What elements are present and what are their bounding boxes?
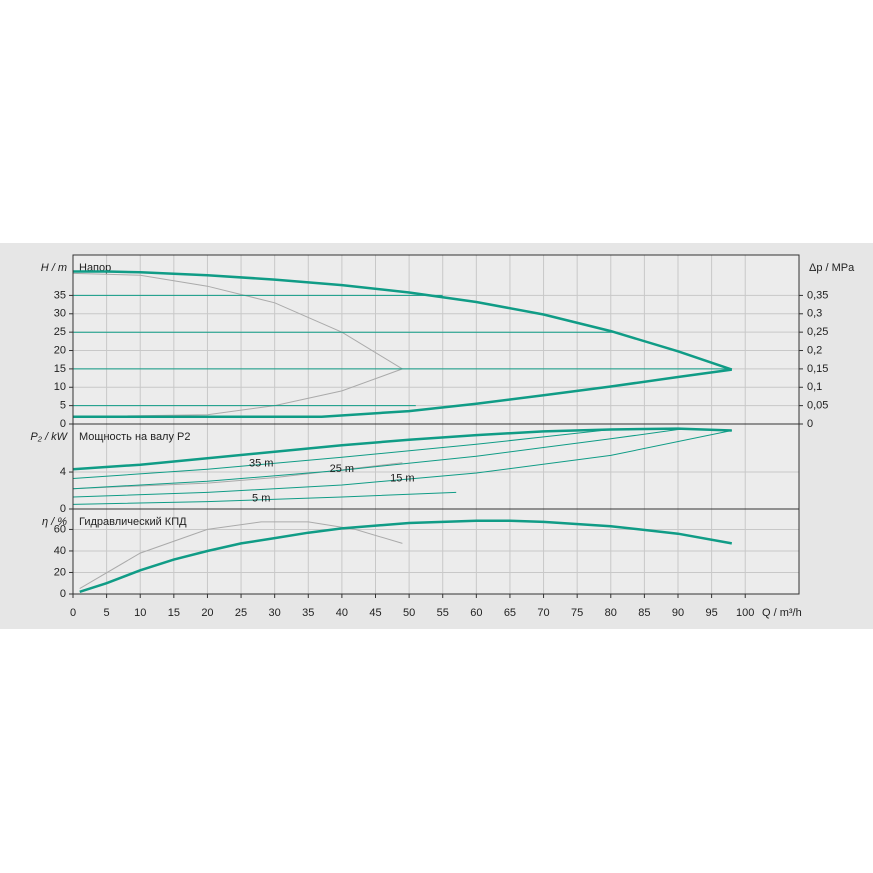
x-tick-label: 25 — [235, 607, 247, 619]
y2-axis-label: Δp / MPa — [809, 262, 855, 274]
y-tick-label: 20 — [54, 566, 66, 578]
y2-tick-label: 0,15 — [807, 363, 828, 375]
x-tick-label: 70 — [537, 607, 549, 619]
y2-tick-label: 0,05 — [807, 400, 828, 412]
x-tick-label: 35 — [302, 607, 314, 619]
series-line — [72, 427, 732, 471]
x-tick-label: 40 — [336, 607, 348, 619]
y-axis-label: η / % — [42, 516, 67, 528]
x-tick-label: 55 — [437, 607, 449, 619]
x-tick-label: 80 — [605, 607, 617, 619]
y-tick-label: 4 — [60, 466, 66, 478]
series-line — [79, 521, 403, 590]
y2-tick-label: 0,3 — [807, 308, 822, 320]
series-line — [72, 272, 403, 370]
x-tick-label: 60 — [470, 607, 482, 619]
x-tick-label: 30 — [269, 607, 281, 619]
y-axis-label: P₂ / kW — [30, 431, 68, 443]
y-tick-label: 30 — [54, 308, 66, 320]
series-label: 15 m — [390, 472, 414, 484]
plot-area — [73, 255, 799, 424]
series-label: 35 m — [249, 457, 273, 469]
y2-tick-label: 0,25 — [807, 326, 828, 338]
x-tick-label: 45 — [369, 607, 381, 619]
y-tick-label: 0 — [60, 588, 66, 600]
y-tick-label: 40 — [54, 545, 66, 557]
x-axis-label: Q / m³/h — [762, 607, 802, 619]
x-tick-label: 75 — [571, 607, 583, 619]
series-line — [72, 430, 732, 498]
y-tick-label: 35 — [54, 289, 66, 301]
x-tick-label: 50 — [403, 607, 415, 619]
y-tick-label: 10 — [54, 381, 66, 393]
plot-border — [72, 508, 800, 595]
series-line — [73, 368, 732, 418]
y-tick-label: 25 — [54, 326, 66, 338]
x-tick-label: 5 — [104, 607, 110, 619]
series-line — [73, 270, 733, 371]
y2-tick-label: 0,2 — [807, 344, 822, 356]
series-label: 5 m — [252, 493, 270, 505]
y-tick-label: 0 — [60, 418, 66, 430]
y2-tick-label: 0,1 — [807, 381, 822, 393]
panel-title: Гидравлический КПД — [79, 516, 187, 528]
y-tick-label: 5 — [60, 400, 66, 412]
x-tick-label: 100 — [736, 607, 754, 619]
series-label: 25 m — [330, 463, 354, 475]
x-tick-label: 0 — [70, 607, 76, 619]
y-axis-label: H / m — [41, 262, 67, 274]
series-line — [72, 491, 457, 505]
x-tick-label: 85 — [638, 607, 650, 619]
y-tick-label: 60 — [54, 523, 66, 535]
y-tick-label: 15 — [54, 363, 66, 375]
series-line — [72, 429, 611, 479]
series-line — [72, 429, 679, 490]
panel-title: Мощность на валу P2 — [79, 431, 191, 443]
x-tick-label: 15 — [168, 607, 180, 619]
series-line — [79, 519, 733, 593]
x-tick-label: 65 — [504, 607, 516, 619]
x-tick-label: 95 — [705, 607, 717, 619]
x-tick-label: 10 — [134, 607, 146, 619]
y-tick-label: 20 — [54, 344, 66, 356]
x-tick-label: 90 — [672, 607, 684, 619]
y2-tick-label: 0 — [807, 418, 813, 430]
y2-tick-label: 0,35 — [807, 289, 828, 301]
x-tick-label: 20 — [201, 607, 213, 619]
y-tick-label: 0 — [60, 503, 66, 515]
